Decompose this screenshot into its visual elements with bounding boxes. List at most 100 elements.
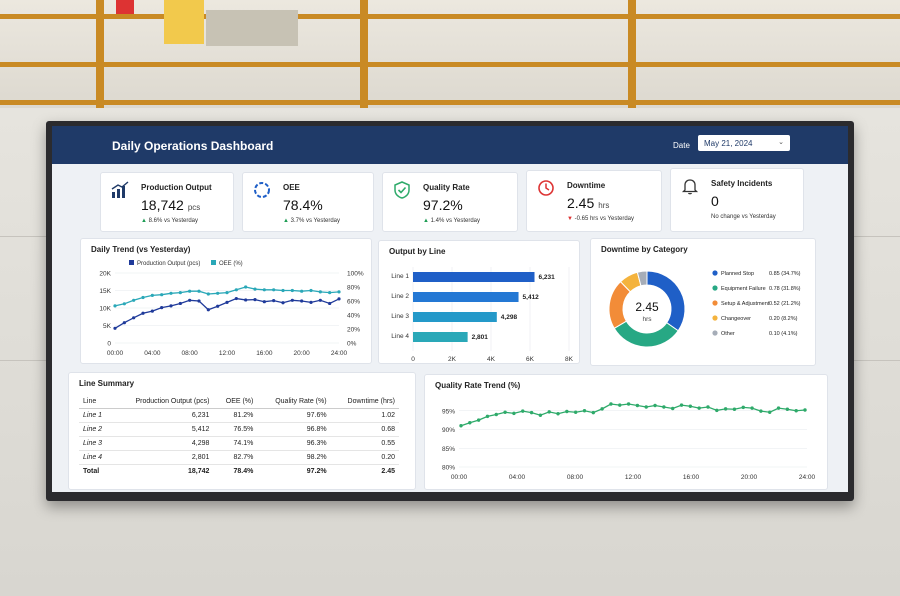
table-cell: Line 2 (79, 422, 113, 437)
kpi-label: OEE (283, 183, 300, 192)
column-header: OEE (%) (213, 395, 258, 409)
legend-label: Production Output (pcs) (137, 261, 200, 267)
legend-swatch (712, 270, 718, 276)
data-point (635, 403, 640, 408)
data-point (715, 408, 719, 413)
legend-value: 0.52 (21.2%) (769, 301, 801, 307)
data-point (178, 291, 182, 295)
data-point (141, 311, 145, 315)
x-tick-label: 04:00 (144, 350, 161, 357)
kpi-value: 78.4% (283, 197, 323, 213)
data-point (679, 403, 684, 407)
kpi-card-oee[interactable]: OEE 78.4% ▲ 3.7% vs Yesterday (242, 172, 374, 232)
y2-tick-label: 0% (347, 341, 357, 348)
table-cell: 82.7% (213, 450, 258, 465)
y2-tick-label: 20% (347, 327, 360, 334)
data-point (662, 405, 666, 409)
table-cell: 4,298 (112, 436, 214, 451)
donut-center-unit: hrs (642, 316, 652, 323)
quality-trend-panel: Quality Rate Trend (%) 80% 85% 90% 95% 00:00… (424, 374, 828, 490)
table-header-row: Line Production Output (pcs) OEE (%) Qualit… (79, 395, 399, 409)
bar-value-label: 6,231 (539, 274, 556, 281)
panel-title: Quality Rate Trend (%) (435, 381, 521, 390)
date-value: May 21, 2024 (704, 139, 753, 148)
kpi-delta: ▲ 1.4% vs Yesterday (423, 218, 480, 224)
railing-post (628, 0, 636, 108)
legend-label: Planned Stop (721, 271, 754, 277)
x-tick-label: 20:00 (294, 350, 311, 357)
data-point (290, 298, 294, 302)
data-point (244, 285, 248, 289)
data-point (476, 418, 481, 422)
downtime-donut-chart: 2.45 hrs Planned Stop 0.85 (34.7%) Equipment… (608, 270, 801, 348)
table-row: Line 4 2,801 82.7% 98.2% 0.20 (79, 450, 399, 465)
table-cell: 78.4% (213, 464, 258, 478)
data-point (459, 424, 463, 428)
legend-label: Equipment Failure (721, 286, 766, 292)
x-tick-label: 12:00 (625, 474, 642, 481)
donut-slice (613, 320, 679, 348)
kpi-card-downtime[interactable]: Downtime 2.45 hrs ▼ -0.65 hrs vs Yesterda… (526, 170, 662, 232)
line-summary-table: Line Production Output (pcs) OEE (%) Qualit… (79, 395, 399, 478)
data-point (565, 409, 569, 414)
arrow-up-icon: ▲ (423, 218, 429, 224)
column-header: Line (79, 395, 113, 409)
kpi-card-production[interactable]: Production Output 18,742 pcs ▲ 8.6% vs Ye… (100, 172, 234, 232)
data-point (160, 293, 164, 297)
data-point (318, 290, 322, 294)
kpi-delta-text: -0.65 hrs vs Yesterday (574, 216, 634, 222)
date-label: Date (673, 141, 690, 150)
kpi-label: Production Output (141, 183, 212, 192)
column-header: Production Output (pcs) (112, 395, 214, 409)
x-tick-label: 2K (448, 356, 457, 363)
data-point (741, 405, 745, 410)
x-tick-label: 16:00 (256, 350, 273, 357)
column-header: Downtime (hrs) (330, 395, 399, 409)
railing-post (360, 0, 368, 108)
data-point (688, 404, 693, 408)
category-label: Line 1 (391, 273, 409, 280)
legend-value: 0.78 (31.8%) (769, 286, 801, 292)
date-picker[interactable]: May 21, 2024 ⌄ (698, 135, 790, 151)
data-point (697, 406, 701, 410)
data-point (169, 291, 173, 295)
table-cell: 97.2% (257, 464, 331, 478)
kpi-delta-text: 8.6% vs Yesterday (148, 218, 198, 224)
y-tick-label: 20K (99, 271, 111, 278)
bell-icon (681, 179, 699, 195)
bar-value-label: 5,412 (523, 294, 540, 301)
quality-trend-chart: 80% 85% 90% 95% 00:00 04:00 08:00 12:00 16:00 20:… (442, 402, 816, 481)
clock-icon (538, 180, 554, 196)
table-cell: Line 3 (79, 436, 113, 451)
data-point (132, 316, 136, 320)
table-cell: 2.45 (330, 464, 399, 478)
table-cell: 0.20 (330, 450, 399, 465)
data-point (803, 408, 807, 412)
data-point (794, 409, 798, 413)
downtime-category-panel: Downtime by Category 2.45 hrs Planned Stop… (590, 238, 816, 366)
data-point (626, 402, 631, 406)
y-tick-label: 0 (107, 341, 111, 348)
legend-value: 0.10 (4.1%) (769, 331, 798, 337)
data-point (272, 299, 276, 303)
data-point (262, 288, 266, 292)
chevron-down-icon[interactable]: ⌄ (778, 139, 784, 146)
kpi-card-safety[interactable]: Safety Incidents 0 No change vs Yesterda… (670, 168, 804, 232)
wall-sign (206, 10, 298, 46)
data-point (216, 291, 220, 295)
panel-title: Downtime by Category (601, 245, 688, 254)
output-by-line-chart: 0 2K 4K 6K 8K Line 1 6,231 Line 2 5,412 Line 3 4,2… (391, 267, 574, 363)
kpi-delta: ▲ 8.6% vs Yesterday (141, 218, 198, 224)
data-point (609, 402, 613, 406)
dashboard-screen: Daily Operations Dashboard Date May 21, … (52, 126, 848, 492)
kpi-unit: hrs (598, 201, 610, 210)
donut-slice (636, 270, 648, 287)
data-point (225, 291, 229, 295)
table-cell: 98.2% (257, 450, 331, 465)
kpi-card-quality[interactable]: Quality Rate 97.2% ▲ 1.4% vs Yesterday (382, 172, 518, 232)
table-cell: 96.3% (257, 436, 331, 451)
data-point (468, 421, 472, 425)
data-point (600, 407, 604, 411)
x-tick-label: 24:00 (799, 474, 816, 481)
table-cell: Line 1 (79, 408, 113, 423)
